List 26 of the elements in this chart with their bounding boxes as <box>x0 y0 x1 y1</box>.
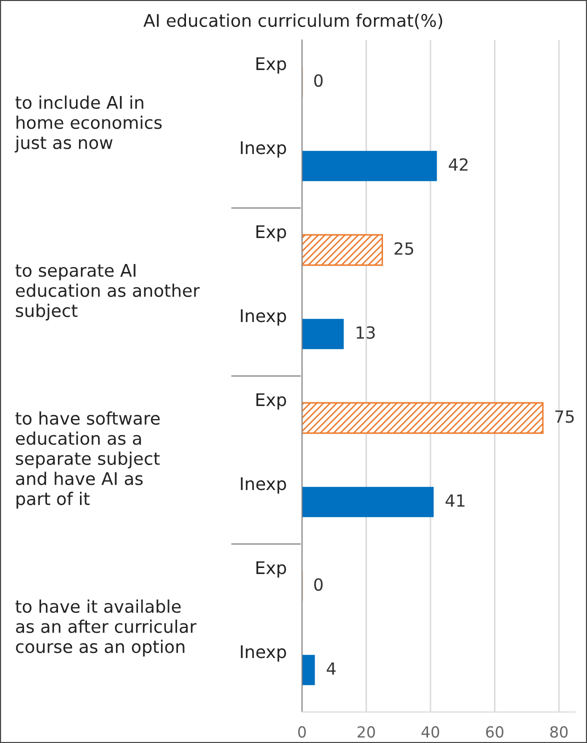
data-label: 0 <box>314 578 323 591</box>
data-label: 13 <box>356 326 375 339</box>
text: Exp <box>256 393 286 410</box>
text: Exp <box>256 225 286 242</box>
y-tick-label: to separate AI education as another subject <box>15 264 200 320</box>
y-tick-label: to have software education as a separate subject and have AI as part of it <box>15 411 160 509</box>
y-tick-label: to include AI in home economics just as now <box>14 96 162 152</box>
text: Exp <box>256 561 286 578</box>
chart-title: AI education curriculum format(%) <box>143 14 442 30</box>
data-label: 0 <box>314 74 323 87</box>
data-label: 42 <box>448 158 468 171</box>
series-label: Exp <box>256 57 286 74</box>
x-tick-label: 40 <box>421 726 440 738</box>
x-tick-label: 60 <box>486 726 504 738</box>
x-tick-label: 20 <box>358 726 375 738</box>
series-label: Inexp <box>240 141 286 158</box>
data-label: 75 <box>555 410 574 423</box>
data-label: 4 <box>326 662 336 675</box>
x-tick-label: 0 <box>298 726 306 738</box>
text: Inexp <box>240 645 286 662</box>
x-tick-label: 80 <box>550 726 568 738</box>
text: Inexp <box>240 477 286 494</box>
data-label: 25 <box>394 242 414 255</box>
data-label: 41 <box>446 494 464 507</box>
text: Inexp <box>240 309 286 326</box>
y-tick-label: to have it available as an after curricular course as an option <box>15 600 196 656</box>
